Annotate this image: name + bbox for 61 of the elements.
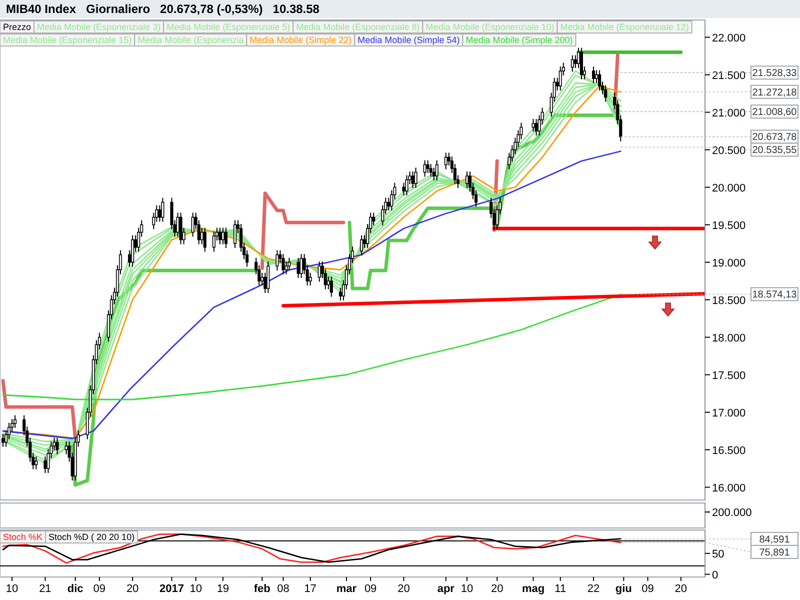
text: Media Mobile (Simple 22) bbox=[250, 35, 352, 46]
text: Media Mobile (Simple 200) bbox=[466, 35, 573, 46]
x-tick-label: 21 bbox=[39, 583, 52, 595]
x-tick-label: mag bbox=[522, 583, 545, 595]
y-tick-label: 50 bbox=[712, 548, 724, 560]
text: Prezzo bbox=[3, 22, 32, 32]
text: Media Mobile (Esponenzia bbox=[138, 35, 244, 46]
x-tick-label: 10 bbox=[460, 583, 474, 595]
x-tick-label: mar bbox=[336, 583, 358, 595]
annotation: 18.574,13 bbox=[752, 290, 798, 301]
x-tick-label: 08 bbox=[277, 583, 290, 595]
y-tick-label: 17.000 bbox=[712, 407, 746, 420]
x-tick-label: apr bbox=[437, 583, 456, 595]
annotation: 20.673,78 bbox=[752, 132, 798, 144]
x-tick-label: 09 bbox=[93, 583, 106, 595]
y-tick-label: 22.000 bbox=[712, 32, 746, 44]
x-tick-label: 2017 bbox=[159, 583, 184, 595]
x-tick-label: 10 bbox=[6, 583, 18, 595]
x-tick-label: 19 bbox=[216, 583, 230, 595]
text: 200.000 bbox=[712, 507, 752, 519]
text: Media Mobile (Esponenziale 12) bbox=[560, 22, 689, 32]
y-tick-label: 18.500 bbox=[712, 294, 746, 307]
y-tick-label: 19.500 bbox=[712, 220, 746, 232]
annotation: 21.528,33 bbox=[752, 68, 798, 80]
x-tick-label: 20 bbox=[490, 583, 504, 595]
chart-title: MIB40 Index Giornaliero 20.673,78 (-0,53%) 10.38.58 bbox=[6, 2, 320, 16]
x-tick-label: 09 bbox=[364, 583, 377, 595]
x-tick-label: 17 bbox=[304, 583, 316, 595]
x-tick-label: 10 bbox=[190, 583, 202, 595]
y-tick-label: 16.000 bbox=[712, 482, 746, 494]
y-tick-label: 21.000 bbox=[712, 107, 746, 120]
y-tick-label: 21.500 bbox=[712, 70, 746, 82]
annotation: 21.008,60 bbox=[752, 107, 798, 118]
x-tick-label: 20 bbox=[674, 583, 688, 595]
x-tick-label: 20 bbox=[126, 583, 139, 595]
text: Media Mobile (Simple 54) bbox=[358, 35, 460, 46]
x-tick-label: 22 bbox=[587, 583, 600, 595]
y-tick-label: 17.500 bbox=[712, 370, 746, 382]
y-tick-label: 19.000 bbox=[712, 257, 746, 270]
text: Media Mobile (Esponenziale 10) bbox=[426, 22, 554, 32]
annotation: 84,591 bbox=[759, 534, 790, 546]
series-label: Stoch %K bbox=[3, 532, 43, 542]
text: Media Mobile (Esponenziale 8) bbox=[296, 22, 420, 32]
text: Media Mobile (Esponenziale 3) bbox=[37, 22, 161, 32]
annotation: 75,891 bbox=[759, 547, 790, 558]
x-tick-label: feb bbox=[254, 583, 271, 595]
y-tick-label: 16.500 bbox=[712, 444, 746, 457]
x-tick-label: 20 bbox=[398, 583, 410, 595]
y-tick-label: 20.000 bbox=[712, 182, 746, 194]
y-tick-label: 0 bbox=[712, 569, 718, 582]
x-tick-label: dic bbox=[67, 583, 84, 595]
text: Media Mobile (Esponenziale 5) bbox=[166, 22, 290, 32]
text: Media Mobile (Esponenziale 15) bbox=[3, 35, 132, 46]
x-tick-label: 11 bbox=[554, 583, 566, 595]
y-tick-label: 18.000 bbox=[712, 332, 746, 344]
y-tick-label: 20.500 bbox=[712, 144, 746, 157]
annotation: 21.272,18 bbox=[752, 87, 798, 98]
series-label: Stoch %D ( 20 20 10) bbox=[48, 532, 135, 542]
annotation: 20.535,55 bbox=[752, 145, 798, 156]
x-tick-label: giu bbox=[615, 583, 632, 595]
x-tick-label: 09 bbox=[642, 583, 654, 595]
